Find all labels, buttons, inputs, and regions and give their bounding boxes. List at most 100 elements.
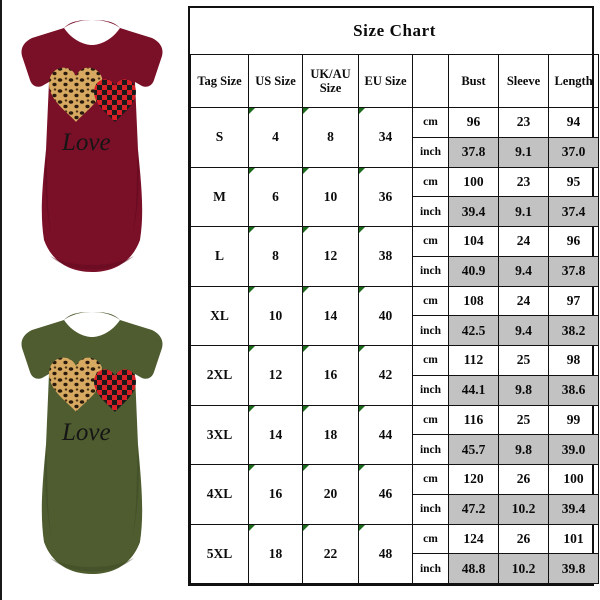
cell-length-cm: 98 [547, 345, 600, 376]
cell-bust-inch: 39.4 [448, 196, 499, 227]
table-row: inch 40.9 9.4 37.8 [191, 255, 600, 287]
header-uk-au-size-line2: Size [319, 81, 342, 95]
cell-sleeve-cm: 25 [498, 345, 549, 376]
table-row: 4XL 16 20 46 cm 120 26 100 [190, 464, 600, 525]
cell-bust-inch: 40.9 [448, 255, 499, 287]
table-row: inch 44.1 9.8 38.6 [191, 374, 600, 406]
cell-sleeve-cm: 24 [498, 285, 549, 317]
page-title: Size Chart [190, 8, 599, 55]
cell-length-inch: 38.6 [547, 374, 600, 406]
olive-dress-graphic: Love [2, 300, 182, 600]
product-image-panel: Love [0, 0, 180, 600]
cell-unit-cm: cm [412, 523, 449, 555]
cell-length-cm: 96 [547, 226, 600, 257]
cell-sleeve-inch: 9.1 [498, 196, 549, 227]
table-row: inch 37.8 9.1 37.0 [191, 136, 600, 168]
cell-length-inch: 39.4 [547, 493, 600, 525]
header-tag-size: Tag Size [190, 54, 249, 108]
cell-tag-size: 2XL [190, 345, 249, 406]
cell-bust-cm: 116 [448, 404, 499, 436]
cell-tag-size: S [190, 107, 249, 168]
cell-eu-size: 46 [358, 464, 413, 525]
cell-eu-size: 48 [358, 523, 413, 584]
cell-eu-size: 36 [358, 166, 413, 227]
svg-text:Love: Love [61, 419, 111, 446]
cell-unit-cm: cm [412, 345, 449, 376]
burgundy-dress-graphic: Love [2, 0, 182, 300]
header-uk-au-size-line1: UK/AU [310, 66, 351, 81]
cell-eu-size: 40 [358, 285, 413, 346]
cell-sleeve-inch: 9.8 [498, 434, 549, 465]
cell-length-cm: 100 [547, 464, 600, 495]
header-uk-au-size: UK/AU Size [302, 54, 359, 108]
product-photo-burgundy: Love [2, 0, 182, 300]
cell-unit-cm: cm [412, 107, 449, 138]
header-bust: Bust [448, 54, 499, 108]
cell-length-cm: 95 [547, 166, 600, 198]
cell-us-size: 18 [248, 523, 303, 584]
cell-length-cm: 99 [547, 404, 600, 436]
table-row: S 4 8 34 cm 96 23 94 [190, 107, 600, 168]
cell-sleeve-cm: 26 [498, 523, 549, 555]
cell-sleeve-inch: 10.2 [498, 553, 549, 584]
cell-sleeve-inch: 9.8 [498, 374, 549, 406]
cell-uk-au-size: 16 [302, 345, 359, 406]
cell-eu-size: 42 [358, 345, 413, 406]
cell-length-inch: 39.0 [547, 434, 600, 465]
cell-tag-size: 3XL [190, 404, 249, 465]
cell-unit-cm: cm [412, 226, 449, 257]
product-photo-olive: Love [2, 300, 182, 600]
cell-eu-size: 38 [358, 226, 413, 287]
cell-length-cm: 101 [547, 523, 600, 555]
cell-bust-cm: 96 [448, 107, 499, 138]
cell-bust-inch: 45.7 [448, 434, 499, 465]
cell-length-inch: 37.0 [547, 136, 600, 168]
cell-bust-cm: 120 [448, 464, 499, 495]
cell-tag-size: L [190, 226, 249, 287]
cell-unit-inch: inch [412, 255, 449, 287]
cell-us-size: 10 [248, 285, 303, 346]
cell-us-size: 12 [248, 345, 303, 406]
cell-sleeve-cm: 25 [498, 404, 549, 436]
table-row: inch 47.2 10.2 39.4 [191, 493, 600, 525]
cell-tag-size: 4XL [190, 464, 249, 525]
header-unit [412, 54, 449, 108]
cell-length-inch: 39.8 [547, 553, 600, 584]
cell-us-size: 14 [248, 404, 303, 465]
header-sleeve: Sleeve [498, 54, 549, 108]
size-chart-table: Size Chart Tag Size US Size UK/AU Size E… [190, 8, 600, 584]
cell-length-cm: 94 [547, 107, 600, 138]
cell-unit-inch: inch [412, 315, 449, 346]
cell-length-inch: 38.2 [547, 315, 600, 346]
cell-bust-inch: 47.2 [448, 493, 499, 525]
cell-bust-inch: 44.1 [448, 374, 499, 406]
svg-text:Love: Love [61, 129, 111, 156]
cell-bust-cm: 108 [448, 285, 499, 317]
cell-length-inch: 37.4 [547, 196, 600, 227]
cell-unit-cm: cm [412, 464, 449, 495]
cell-unit-inch: inch [412, 136, 449, 168]
cell-sleeve-inch: 10.2 [498, 493, 549, 525]
cell-us-size: 6 [248, 166, 303, 227]
cell-tag-size: M [190, 166, 249, 227]
cell-unit-inch: inch [412, 434, 449, 465]
table-row: inch 39.4 9.1 37.4 [191, 196, 600, 227]
cell-eu-size: 34 [358, 107, 413, 168]
cell-sleeve-cm: 24 [498, 226, 549, 257]
cell-bust-cm: 112 [448, 345, 499, 376]
cell-bust-inch: 42.5 [448, 315, 499, 346]
table-row: inch 42.5 9.4 38.2 [191, 315, 600, 346]
cell-unit-inch: inch [412, 196, 449, 227]
chart-title-row: Size Chart [190, 8, 599, 55]
header-eu-size: EU Size [358, 54, 413, 108]
header-us-size: US Size [248, 54, 303, 108]
cell-us-size: 4 [248, 107, 303, 168]
cell-bust-cm: 104 [448, 226, 499, 257]
cell-uk-au-size: 18 [302, 404, 359, 465]
cell-sleeve-cm: 23 [498, 107, 549, 138]
table-header-row: Tag Size US Size UK/AU Size EU Size Bust… [190, 54, 600, 108]
cell-sleeve-inch: 9.4 [498, 315, 549, 346]
cell-uk-au-size: 8 [302, 107, 359, 168]
cell-sleeve-cm: 26 [498, 464, 549, 495]
